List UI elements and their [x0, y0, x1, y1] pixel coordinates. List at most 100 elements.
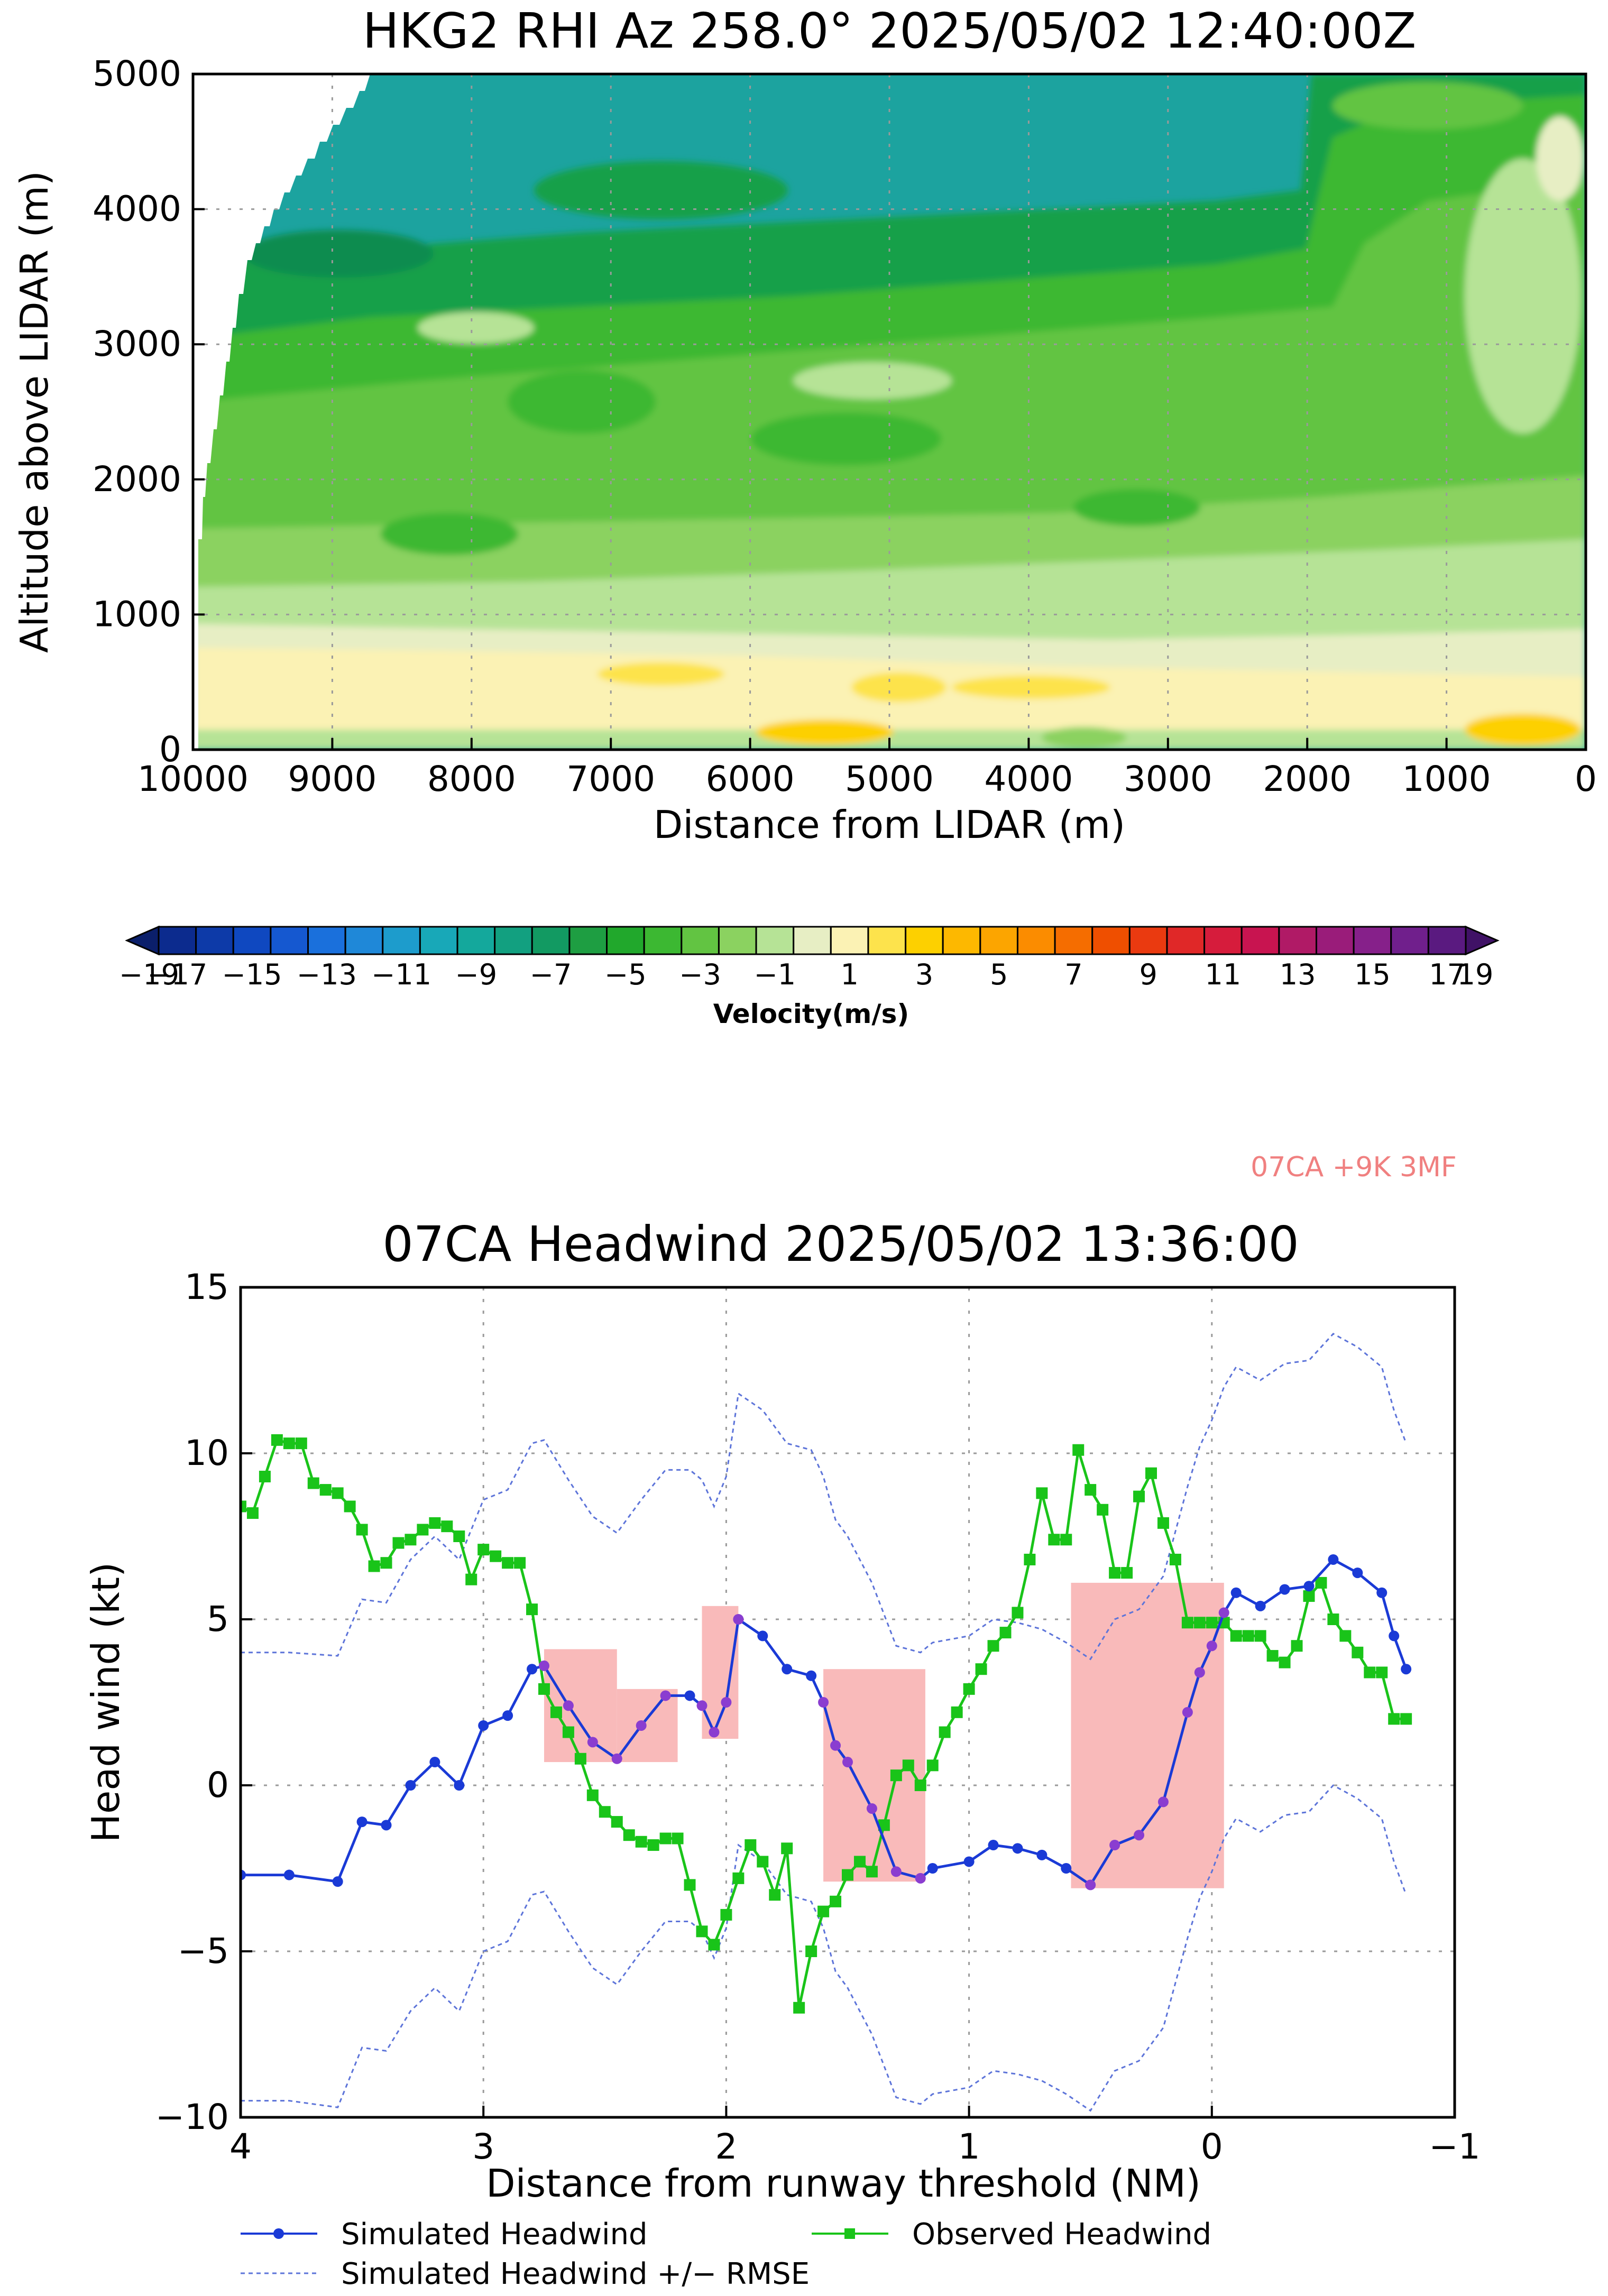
observed-point [1097, 1504, 1109, 1516]
bottom-x-tick-label: 2 [715, 2126, 737, 2167]
legend: Simulated Headwind Observed Headwind Sim… [241, 2217, 1211, 2291]
top-x-tick-label: 4000 [984, 759, 1073, 799]
legend-sim-label: Simulated Headwind [341, 2217, 648, 2252]
heatmap-patch [418, 312, 534, 344]
heatmap-patch [952, 676, 1110, 699]
observed-point [805, 1945, 817, 1957]
simulated-point [1328, 1554, 1339, 1565]
simulated-point [988, 1840, 999, 1851]
observed-point [781, 1842, 793, 1855]
simulated-point [587, 1737, 598, 1748]
top-x-tick-label: 0 [1575, 759, 1597, 799]
colorbar-tick-label: −19 [119, 958, 179, 991]
simulated-point [283, 1869, 295, 1880]
observed-point [562, 1726, 574, 1738]
top-x-tick-label: 9000 [288, 759, 376, 799]
observed-point [817, 1905, 830, 1917]
observed-point [672, 1832, 684, 1845]
simulated-point [1401, 1664, 1412, 1675]
colorbar-box [307, 926, 346, 955]
observed-point [1327, 1613, 1339, 1625]
colorbar-box [531, 926, 571, 955]
simulated-point [1376, 1587, 1388, 1598]
shaded-region [544, 1649, 617, 1763]
bottom-x-tick-label: 3 [472, 2126, 494, 2167]
colorbar-tick-label: 5 [990, 958, 1008, 991]
heatmap-patch [243, 230, 434, 278]
top-chart-title: HKG2 RHI Az 258.0° 2025/05/02 12:40:00Z [363, 3, 1417, 59]
simulated-point [429, 1757, 440, 1768]
observed-point [599, 1806, 611, 1818]
top-x-tick-label: 7000 [566, 759, 655, 799]
top-y-tick-label: 4000 [93, 189, 181, 229]
simulated-point [733, 1614, 744, 1625]
simulated-point [1182, 1707, 1193, 1718]
bottom-x-ticks: 4 3 2 1 0 −1 [229, 2106, 1481, 2167]
observed-point [502, 1557, 514, 1569]
observed-point [611, 1816, 623, 1828]
top-x-tick-label: 10000 [137, 759, 249, 799]
observed-point [1230, 1630, 1242, 1642]
top-x-ticks: 10000 9000 8000 7000 6000 5000 4000 3000 2000 100… [137, 738, 1597, 799]
simulated-point [1134, 1830, 1145, 1841]
colorbar-box [419, 926, 458, 955]
simulated-point [842, 1757, 853, 1768]
observed-point [1254, 1630, 1266, 1642]
colorbar-box [1091, 926, 1131, 955]
heatmap-patch [534, 161, 788, 219]
top-y-axis-label: Altitude above LIDAR (m) [12, 171, 57, 653]
observed-point [526, 1603, 538, 1616]
observed-point [926, 1759, 939, 1772]
bottom-x-tick-label: −1 [1429, 2126, 1480, 2167]
observed-point [417, 1524, 429, 1536]
observed-point [283, 1437, 295, 1450]
simulated-point [806, 1670, 817, 1681]
observed-point [793, 2002, 805, 2014]
colorbar-box [1427, 926, 1467, 955]
observed-point [1339, 1630, 1352, 1642]
colorbar-box [456, 926, 496, 955]
bottom-y-tick-label: 10 [185, 1433, 229, 1473]
colorbar-arrow-left [125, 925, 160, 956]
top-x-tick-label: 5000 [845, 759, 934, 799]
simulated-point [611, 1753, 622, 1764]
colorbar-box [905, 926, 944, 955]
observed-point [1352, 1646, 1364, 1658]
observed-point [1085, 1484, 1097, 1496]
heatmap-patch [598, 662, 724, 686]
legend-obs-marker [844, 2228, 855, 2239]
observed-point [380, 1557, 392, 1569]
top-x-tick-label: 1000 [1402, 759, 1491, 799]
legend-obs-label: Observed Headwind [912, 2217, 1211, 2252]
colorbar-box [793, 926, 832, 955]
heatmap-patch [1536, 116, 1584, 201]
observed-point [429, 1517, 441, 1529]
simulated-point [1279, 1584, 1290, 1595]
colorbar-box [382, 926, 421, 955]
observed-point [951, 1706, 963, 1718]
observed-point [939, 1726, 951, 1738]
observed-point [356, 1524, 368, 1536]
colorbar-box [270, 926, 309, 955]
top-y-tick-label: 1000 [93, 594, 181, 634]
colorbar-box [232, 926, 272, 955]
observed-point [853, 1856, 866, 1868]
colorbar-tick-label: −9 [455, 958, 498, 991]
colorbar-box [1166, 926, 1206, 955]
simulated-point [563, 1700, 574, 1711]
colorbar-box [494, 926, 533, 955]
colorbar-box [1353, 926, 1392, 955]
rmse-band [241, 1333, 1407, 2112]
top-x-tick-label: 3000 [1124, 759, 1212, 799]
observed-point [1121, 1567, 1133, 1579]
heatmap-patch [756, 720, 894, 745]
observed-point [866, 1866, 878, 1878]
simulated-point [356, 1816, 367, 1828]
observed-point [405, 1534, 417, 1546]
colorbar-box [718, 926, 757, 955]
simulated-point [818, 1697, 829, 1708]
observed-point [538, 1683, 550, 1695]
observed-point [1388, 1713, 1400, 1725]
observed-point [1206, 1617, 1218, 1629]
